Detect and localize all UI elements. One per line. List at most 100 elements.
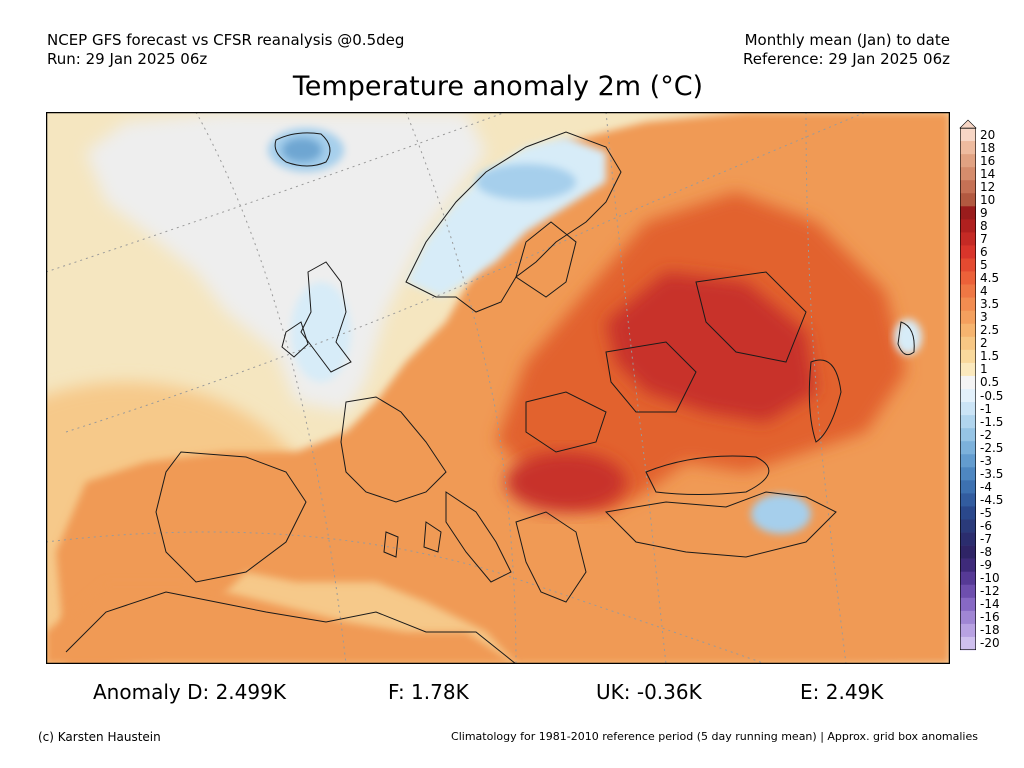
- colorbar-swatch: [960, 206, 976, 220]
- colorbar-tick-label: 4: [980, 284, 988, 299]
- max-anomaly-field: [606, 272, 816, 422]
- colorbar-tick-label: 10: [980, 192, 996, 207]
- colorbar-swatch: [960, 545, 976, 559]
- colorbar-swatch: [960, 506, 976, 520]
- header-left: NCEP GFS forecast vs CFSR reanalysis @0.…: [47, 31, 404, 69]
- uk-cold-field: [291, 282, 351, 382]
- colorbar-labels: 20 18 16 14 12 10 9 8 7 6 5 4.5 4 3.5 3 2.5 2 1.5 1 0.5 -0.5…: [980, 128, 1024, 650]
- colorbar-tick-label: 12: [980, 179, 996, 194]
- near-zero-atlantic-field: [86, 112, 486, 412]
- colorbar-tick-label: -2: [980, 427, 992, 442]
- colorbar-tick-label: -4: [980, 479, 992, 494]
- colorbar-tick-label: -0.5: [980, 388, 1004, 403]
- colorbar-tick-label: 9: [980, 205, 988, 220]
- model-source-text: NCEP GFS forecast vs CFSR reanalysis @0.…: [47, 31, 405, 49]
- colorbar: [959, 119, 977, 651]
- run-time-text: Run: 29 Jan 2025 06z: [47, 50, 208, 68]
- colorbar-tick-label: 2: [980, 336, 988, 351]
- climatology-note: Climatology for 1981-2010 reference peri…: [451, 730, 978, 743]
- anomaly-map: [46, 112, 950, 664]
- stat-uk: UK: -0.36K: [596, 680, 702, 704]
- colorbar-tick-label: 18: [980, 140, 996, 155]
- colorbar-tick-label: -3: [980, 453, 992, 468]
- colorbar-swatch: [960, 441, 976, 455]
- colorbar-tick-label: 0.5: [980, 375, 1000, 390]
- colorbar-tick-label: 20: [980, 127, 996, 142]
- colorbar-tick-label: -6: [980, 519, 992, 534]
- colorbar-tick-label: -12: [980, 584, 1000, 599]
- map-title: Temperature anomaly 2m (°C): [292, 71, 704, 102]
- colorbar-tick-label: 5: [980, 258, 988, 273]
- iceland-cold-core: [282, 138, 322, 162]
- period-text: Monthly mean (Jan) to date: [744, 31, 950, 49]
- coastlines: [65, 131, 915, 664]
- colorbar-tick-label: -9: [980, 558, 992, 573]
- colorbar-tick-label: 1: [980, 362, 988, 377]
- colorbar-swatch: [960, 128, 976, 142]
- colorbar-swatch: [960, 375, 976, 390]
- colorbar-swatch: [960, 258, 976, 272]
- colorbar-swatch: [960, 389, 976, 403]
- colorbar-tick-label: -18: [980, 623, 1000, 638]
- colorbar-swatch: [960, 154, 976, 168]
- colorbar-tick-label: 14: [980, 166, 996, 181]
- colorbar-swatch: [960, 323, 976, 338]
- colorbar-tick-label: -2.5: [980, 440, 1004, 455]
- colorbar-swatch: [960, 180, 976, 194]
- colorbar-tick-label: -3.5: [980, 466, 1004, 481]
- colorbar-tick-label: -10: [980, 571, 1000, 586]
- stat-europe: E: 2.49K: [800, 680, 884, 704]
- graticule: [46, 112, 867, 664]
- colorbar-swatch: [960, 454, 976, 468]
- colorbar-swatch: [960, 310, 976, 325]
- colorbar-tick-label: 7: [980, 231, 988, 246]
- colorbar-tick-label: 16: [980, 153, 996, 168]
- colorbar-tick-label: -14: [980, 597, 1000, 612]
- colorbar-tick-label: -4.5: [980, 492, 1004, 507]
- stat-anomaly-domain: Anomaly D: 2.499K: [93, 680, 286, 704]
- colorbar-swatch: [960, 597, 976, 612]
- colorbar-tick-label: -1.5: [980, 414, 1004, 429]
- colorbar-swatch: [960, 297, 976, 311]
- colorbar-top-arrow: [959, 119, 977, 129]
- colorbar-tick-label: -5: [980, 505, 992, 520]
- colorbar-swatch: [960, 284, 976, 298]
- colorbar-swatch: [960, 636, 976, 651]
- colorbar-swatch: [960, 610, 976, 625]
- colorbar-swatch: [960, 493, 976, 507]
- colorbar-swatch: [960, 362, 976, 377]
- colorbar-swatch: [960, 336, 976, 351]
- colorbar-swatch: [960, 623, 976, 638]
- colorbar-swatch: [960, 480, 976, 494]
- east-anatolia-cold-field: [751, 494, 811, 534]
- central-asia-cold-field: [894, 319, 922, 355]
- colorbar-swatch: [960, 193, 976, 207]
- map-frame: [46, 112, 950, 664]
- colorbar-tick-label: 6: [980, 244, 988, 259]
- colorbar-swatch: [960, 558, 976, 572]
- reference-text: Reference: 29 Jan 2025 06z: [742, 50, 950, 68]
- colorbar-tick-label: -20: [980, 636, 1000, 651]
- colorbar-tick-label: -7: [980, 532, 992, 547]
- colorbar-swatch: [960, 415, 976, 429]
- colorbar-swatch: [960, 402, 976, 416]
- colorbar-tick-label: 8: [980, 218, 988, 233]
- colorbar-tick-label: 2.5: [980, 323, 1000, 338]
- colorbar-swatch: [960, 349, 976, 364]
- scandinavia-cold-core: [476, 164, 576, 200]
- colorbar-tick-label: 3: [980, 310, 988, 325]
- colorbar-tick-label: -1: [980, 401, 992, 416]
- colorbar-tick-label: 4.5: [980, 271, 1000, 286]
- header-right: Monthly mean (Jan) to date Reference: 29…: [743, 31, 950, 69]
- credit-text: (c) Karsten Haustein: [38, 730, 161, 744]
- stats-row: Anomaly D: 2.499K F: 1.78K UK: -0.36K E:…: [0, 680, 1024, 706]
- colorbar-swatch: [960, 428, 976, 442]
- colorbar-tick-label: -16: [980, 610, 1000, 625]
- colorbar-swatch: [960, 271, 976, 285]
- colorbar-swatch: [960, 467, 976, 481]
- colorbar-swatch: [960, 245, 976, 259]
- colorbar-tick-label: 1.5: [980, 349, 1000, 364]
- colorbar-tick-label: 3.5: [980, 297, 1000, 312]
- colorbar-swatch: [960, 167, 976, 181]
- colorbar-swatch: [960, 232, 976, 246]
